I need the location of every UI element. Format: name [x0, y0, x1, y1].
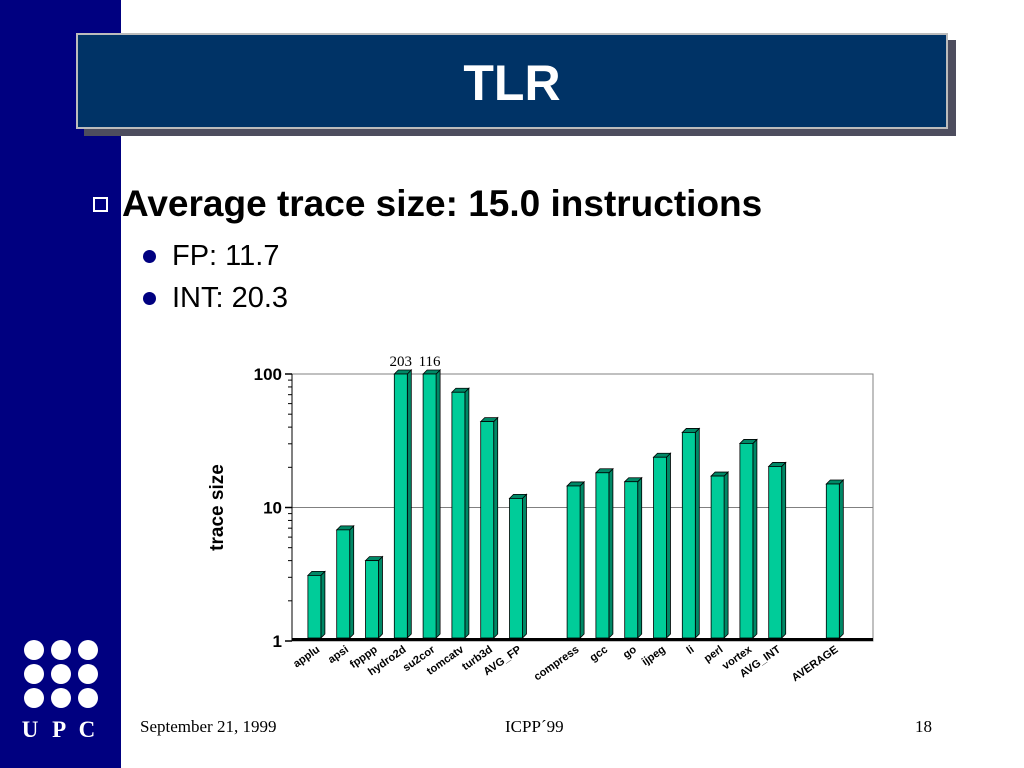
- main-bullet-text: Average trace size: 15.0 instructions: [122, 183, 763, 224]
- bar: [710, 475, 725, 639]
- circle-bullet-icon: [143, 292, 156, 305]
- bar: [595, 472, 610, 639]
- bar: [825, 483, 840, 639]
- x-tick-label: apsi: [326, 644, 351, 666]
- bar: [336, 529, 351, 639]
- footer-conference: ICPP´99: [505, 717, 564, 736]
- bar-side: [464, 387, 470, 639]
- bar: [307, 575, 322, 639]
- bar: [365, 560, 379, 639]
- bar-side: [378, 555, 383, 639]
- bar: [681, 432, 696, 639]
- bar: [393, 373, 408, 639]
- y-tick-label: 100: [254, 365, 282, 384]
- bar: [422, 373, 437, 639]
- sub-bullet-fp: FP: 11.7: [143, 240, 279, 273]
- bar-annotation: 116: [419, 354, 441, 370]
- main-bullet: Average trace size: 15.0 instructions: [91, 183, 762, 225]
- y-axis-label: trace size: [207, 464, 228, 551]
- bar: [509, 497, 523, 639]
- bar-side: [493, 416, 499, 639]
- sub-bullet-text: INT: 20.3: [172, 282, 289, 314]
- bar: [653, 456, 667, 639]
- bar-side: [723, 471, 729, 639]
- x-tick-label: applu: [291, 644, 322, 671]
- bar: [739, 443, 754, 639]
- bar-side: [838, 479, 844, 639]
- x-tick-label: go: [621, 643, 639, 661]
- y-tick-label: 1: [273, 632, 282, 651]
- bar: [768, 466, 783, 639]
- bar-side: [522, 493, 527, 639]
- sub-bullet-int: INT: 20.3: [143, 282, 288, 315]
- bar-side: [579, 480, 585, 639]
- x-tick-label: gcc: [588, 644, 610, 665]
- square-bullet-icon: [91, 194, 110, 214]
- x-tick-label: compress: [532, 644, 581, 684]
- sub-bullet-text: FP: 11.7: [172, 240, 280, 272]
- bar-side: [349, 524, 355, 639]
- upc-logo-text: U P C: [21, 717, 100, 742]
- slide-title: TLR: [463, 55, 561, 111]
- bar-annotation: 203: [390, 354, 413, 370]
- bar: [566, 485, 581, 639]
- x-tick-label: li: [685, 644, 697, 657]
- bar-side: [608, 467, 614, 639]
- bar: [480, 421, 495, 639]
- circle-bullet-icon: [143, 250, 156, 263]
- bar-side: [435, 369, 441, 639]
- title-box: TLR: [76, 33, 948, 129]
- bar: [451, 391, 466, 639]
- bar-side: [781, 461, 787, 639]
- x-tick-label: AVERAGE: [790, 644, 841, 685]
- bar-side: [752, 438, 758, 639]
- chart-floor: [292, 638, 873, 641]
- bar-side: [637, 476, 643, 639]
- bar-side: [666, 452, 671, 639]
- upc-logo-dots: [24, 640, 98, 708]
- y-tick-label: 10: [263, 499, 282, 518]
- bar-side: [406, 369, 412, 639]
- x-tick-label: ijpeg: [640, 644, 668, 669]
- footer-page-number: 18: [915, 717, 932, 736]
- bar-side: [694, 427, 700, 639]
- bar-side: [320, 570, 326, 639]
- footer-date: September 21, 1999: [140, 717, 277, 736]
- bar: [624, 481, 639, 639]
